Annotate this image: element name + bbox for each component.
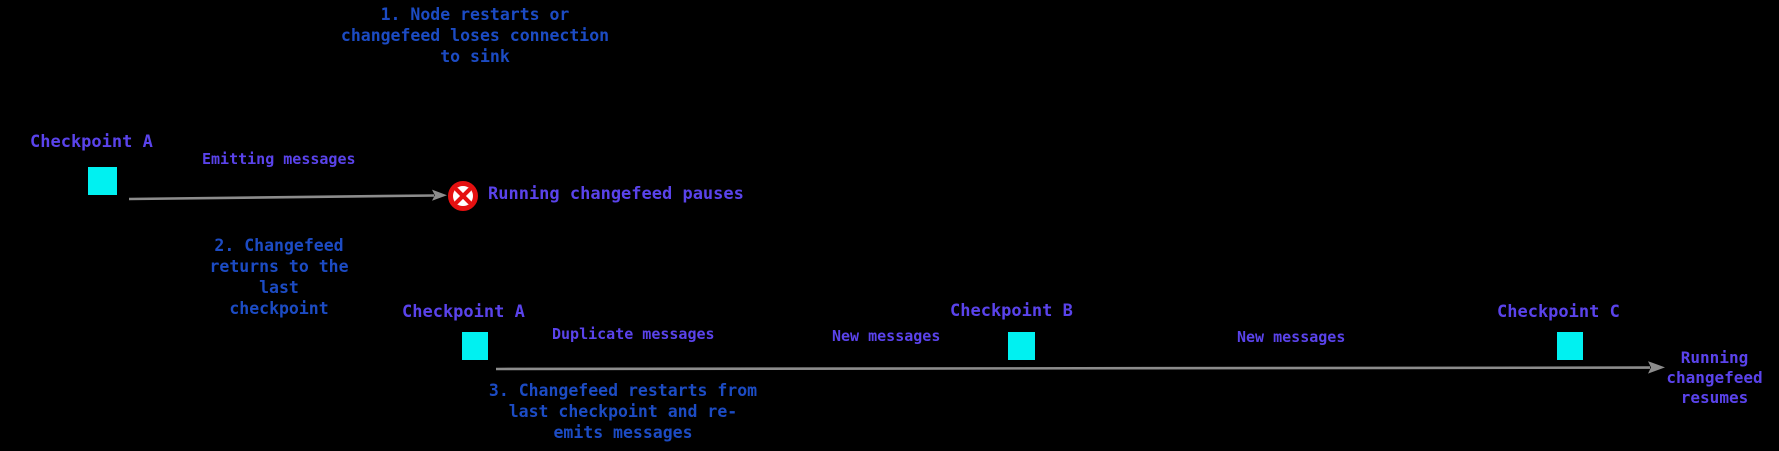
note-step2: 2. Changefeed returns to the last checkp… (179, 235, 379, 319)
new-messages-1-label: New messages (832, 327, 941, 345)
checkpoint-b-label: Checkpoint B (950, 301, 1073, 321)
resume-line1: Running (1680, 348, 1749, 367)
note-step3-line1: 3. Changefeed restarts from (488, 381, 758, 400)
checkpoint-a-top-label: Checkpoint A (30, 132, 153, 152)
changefeed-pauses-label: Running changefeed pauses (488, 184, 744, 204)
emitting-messages-label: Emitting messages (202, 150, 356, 168)
emitting-arrow (128, 189, 447, 201)
note-step3: 3. Changefeed restarts from last checkpo… (473, 380, 773, 443)
note-step1: 1. Node restarts or changefeed loses con… (275, 4, 675, 67)
checkpoint-c-marker (1557, 332, 1583, 360)
note-step1-line3: to sink (440, 47, 510, 66)
resume-line3: resumes (1680, 388, 1749, 407)
checkpoint-c-label: Checkpoint C (1497, 302, 1620, 322)
checkpoint-a-bottom-label: Checkpoint A (402, 302, 525, 322)
new-messages-2-label: New messages (1237, 328, 1346, 346)
note-step1-line1: 1. Node restarts or (380, 5, 570, 24)
duplicate-messages-label: Duplicate messages (552, 325, 715, 343)
note-step3-line2: last checkpoint and re- (508, 402, 738, 421)
note-step1-line2: changefeed loses connection (340, 26, 610, 45)
checkpoint-a-top-marker (88, 167, 117, 195)
checkpoint-a-bottom-marker (462, 332, 488, 360)
changefeed-pause-icon (448, 181, 478, 211)
resume-line2: changefeed (1666, 368, 1763, 387)
changefeed-resumes-label: Running changefeed resumes (1652, 348, 1777, 408)
note-step2-line2: returns to the (209, 257, 349, 276)
note-step2-line3: last (259, 278, 299, 297)
note-step2-line4: checkpoint (229, 299, 329, 318)
note-step3-line3: emits messages (553, 423, 693, 442)
note-step2-line1: 2. Changefeed (214, 236, 344, 255)
resume-arrow (495, 361, 1665, 374)
checkpoint-b-marker (1008, 332, 1035, 360)
